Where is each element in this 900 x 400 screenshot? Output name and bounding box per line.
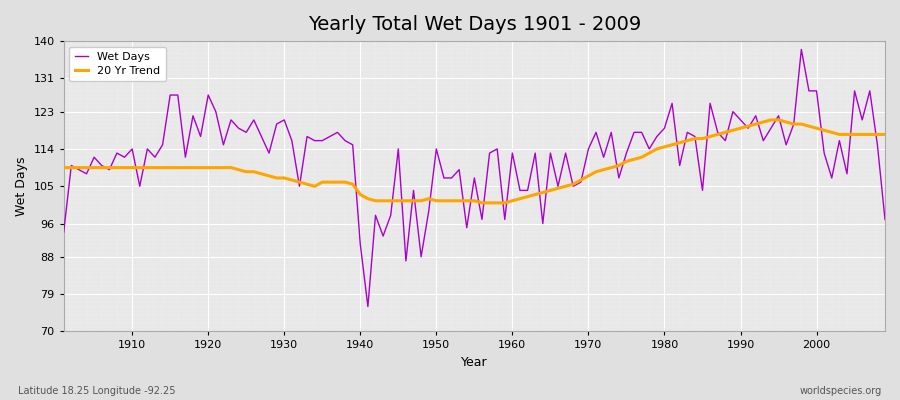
Wet Days xyxy=(515,188,526,193)
Wet Days xyxy=(879,217,890,222)
20 Yr Trend xyxy=(606,165,616,170)
20 Yr Trend xyxy=(119,165,130,170)
Title: Yearly Total Wet Days 1901 - 2009: Yearly Total Wet Days 1901 - 2009 xyxy=(308,15,641,34)
Wet Days xyxy=(507,151,517,156)
Line: 20 Yr Trend: 20 Yr Trend xyxy=(64,120,885,203)
20 Yr Trend xyxy=(58,165,69,170)
Legend: Wet Days, 20 Yr Trend: Wet Days, 20 Yr Trend xyxy=(69,47,166,81)
Text: Latitude 18.25 Longitude -92.25: Latitude 18.25 Longitude -92.25 xyxy=(18,386,176,396)
Wet Days xyxy=(796,47,806,52)
20 Yr Trend xyxy=(332,180,343,184)
Wet Days xyxy=(286,138,297,143)
20 Yr Trend xyxy=(766,118,777,122)
Wet Days xyxy=(363,304,374,309)
20 Yr Trend xyxy=(477,200,488,205)
20 Yr Trend xyxy=(507,198,517,203)
Text: worldspecies.org: worldspecies.org xyxy=(800,386,882,396)
20 Yr Trend xyxy=(515,196,526,201)
20 Yr Trend xyxy=(879,132,890,137)
20 Yr Trend xyxy=(286,178,297,182)
Line: Wet Days: Wet Days xyxy=(64,50,885,306)
Y-axis label: Wet Days: Wet Days xyxy=(15,156,28,216)
Wet Days xyxy=(606,130,616,135)
X-axis label: Year: Year xyxy=(461,356,488,369)
Wet Days xyxy=(58,230,69,234)
Wet Days xyxy=(119,155,130,160)
Wet Days xyxy=(332,130,343,135)
